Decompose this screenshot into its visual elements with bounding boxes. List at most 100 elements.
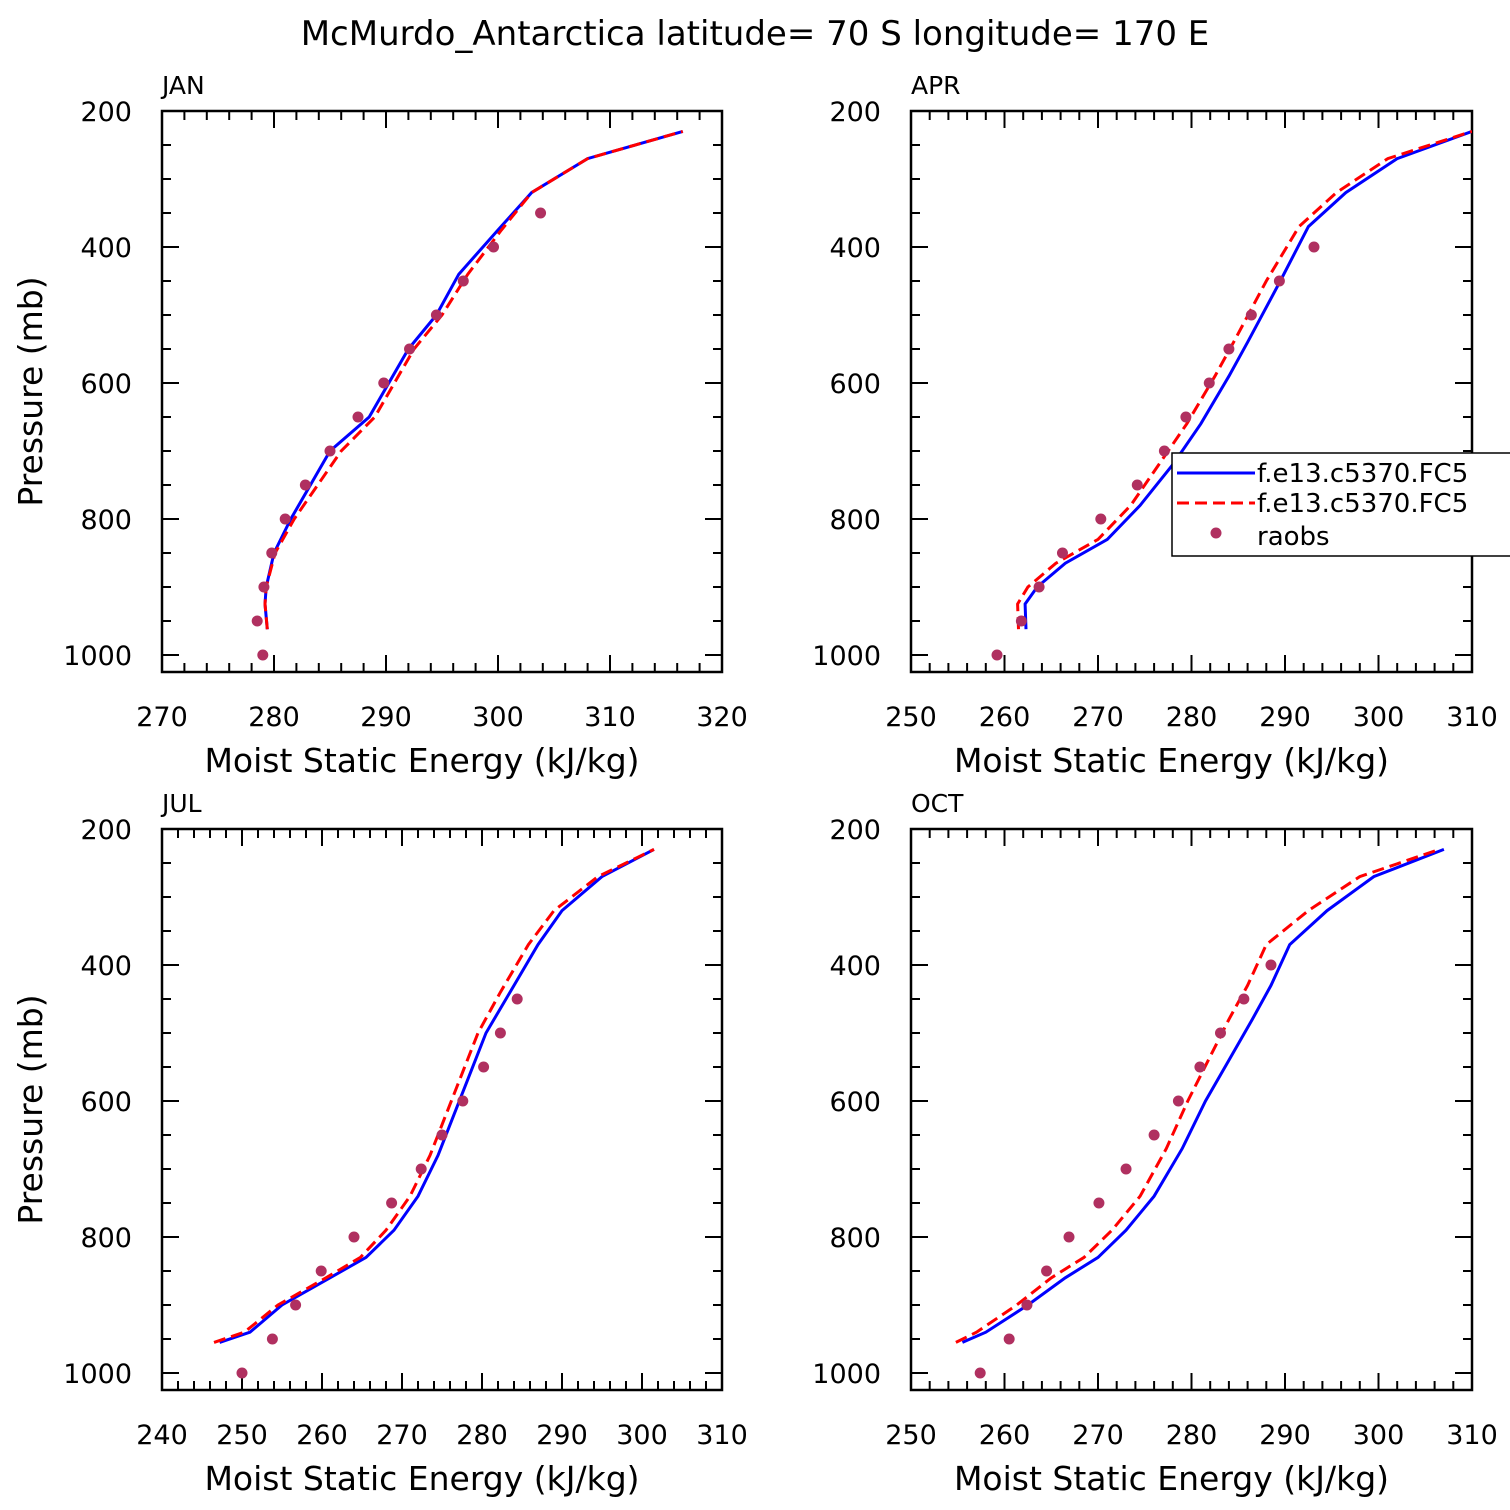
plot-frame (160, 827, 724, 1392)
x-tick-label: 250 (885, 702, 937, 733)
x-tick-label: 250 (885, 1420, 937, 1451)
raobs-point (352, 411, 364, 423)
x-axis-label: Moist Static Energy (kJ/kg) (204, 741, 639, 780)
y-tick-label: 400 (80, 233, 132, 264)
panel-apr: APR 250 260 270 280 290 300 310 200 400 600 800 1000… (812, 71, 1497, 780)
raobs-point (258, 581, 270, 593)
series-group (213, 848, 655, 1379)
y-tick-label: 1000 (63, 641, 132, 672)
raobs-point (266, 1333, 278, 1345)
legend-raobs-swatch (1210, 527, 1222, 539)
raobs-point (1003, 1333, 1015, 1345)
y-tick-label: 600 (829, 369, 881, 400)
raobs-point (1265, 959, 1277, 971)
raobs-point (1148, 1129, 1160, 1141)
raobs-point (1063, 1231, 1075, 1243)
raobs-point (1021, 1299, 1033, 1311)
raobs-point (457, 275, 469, 287)
raobs-point (488, 241, 500, 253)
model1-line (263, 129, 684, 630)
x-tick-label: 260 (979, 702, 1031, 733)
x-tick-label: 280 (248, 702, 300, 733)
plot-frame (909, 827, 1474, 1392)
y-axis-label: Pressure (mb) (11, 994, 50, 1224)
x-tick-label: 290 (1259, 702, 1311, 733)
x-tick-label: 270 (1072, 1420, 1124, 1451)
raobs-point (299, 479, 311, 491)
raobs-point (404, 343, 416, 355)
panel-title: OCT (911, 789, 964, 818)
raobs-point (535, 207, 547, 219)
model2-line (1016, 129, 1472, 630)
panel-jan: JAN 270 280 290 300 310 320 200 400 600 800 1000 Moi… (11, 71, 748, 780)
raobs-point (1273, 275, 1285, 287)
panel-title: JUL (160, 789, 202, 818)
x-axis-label: Moist Static Energy (kJ/kg) (204, 1459, 639, 1498)
y-tick-label: 200 (829, 815, 881, 846)
x-tick-label: 310 (584, 702, 636, 733)
x-tick-label: 240 (136, 1420, 188, 1451)
raobs-point (1245, 309, 1257, 321)
legend-entry-label: f.e13.c5370.FC5 (1257, 489, 1468, 519)
model2-line (263, 129, 684, 630)
raobs-point (494, 1027, 506, 1039)
series-group (251, 129, 684, 661)
x-tick-label: 250 (216, 1420, 268, 1451)
x-tick-label: 280 (456, 1420, 508, 1451)
raobs-point (430, 309, 442, 321)
plot-frame (909, 109, 1474, 674)
series-group (991, 129, 1472, 661)
x-axis-label: Moist Static Energy (kJ/kg) (954, 741, 1389, 780)
raobs-point (1120, 1163, 1132, 1175)
raobs-point (974, 1367, 986, 1379)
raobs-point (436, 1129, 448, 1141)
raobs-point (1131, 479, 1143, 491)
panels: JAN 270 280 290 300 310 320 200 400 600 800 1000 Moi… (11, 71, 1498, 1498)
y-tick-label: 800 (829, 505, 881, 536)
raobs-point (1223, 343, 1235, 355)
x-tick-label: 320 (696, 702, 748, 733)
raobs-point (415, 1163, 427, 1175)
raobs-point (991, 649, 1003, 661)
raobs-point (1095, 513, 1107, 525)
raobs-point (290, 1299, 302, 1311)
raobs-point (1238, 993, 1250, 1005)
x-tick-label: 260 (296, 1420, 348, 1451)
x-tick-label: 270 (1072, 702, 1124, 733)
raobs-point (1033, 581, 1045, 593)
x-tick-label: 260 (979, 1420, 1031, 1451)
x-tick-label: 310 (696, 1420, 748, 1451)
y-tick-label: 200 (80, 815, 132, 846)
y-tick-label: 1000 (812, 641, 881, 672)
legend-entry-label: raobs (1257, 522, 1330, 552)
x-tick-label: 290 (1259, 1420, 1311, 1451)
model1-line (961, 848, 1445, 1344)
y-tick-label: 400 (829, 233, 881, 264)
y-tick-label: 600 (829, 1087, 881, 1118)
figure-title: McMurdo_Antarctica latitude= 70 S longit… (301, 14, 1210, 54)
y-axis-label: Pressure (mb) (11, 276, 50, 506)
panel-oct: OCT 250 260 270 280 290 300 310 200 400 600 800 1000… (812, 789, 1497, 1498)
x-tick-label: 280 (1166, 702, 1218, 733)
raobs-point (236, 1367, 248, 1379)
raobs-point (251, 615, 263, 627)
raobs-point (478, 1061, 490, 1073)
y-tick-label: 600 (80, 369, 132, 400)
model1-line (219, 848, 655, 1344)
y-tick-label: 200 (80, 97, 132, 128)
y-tick-label: 200 (829, 97, 881, 128)
model1-line (1023, 129, 1472, 630)
raobs-point (378, 377, 390, 389)
x-tick-label: 300 (1353, 702, 1405, 733)
raobs-point (257, 649, 269, 661)
raobs-point (1308, 241, 1320, 253)
x-tick-label: 310 (1446, 702, 1498, 733)
model2-line (955, 847, 1440, 1344)
y-tick-label: 800 (80, 505, 132, 536)
x-tick-label: 270 (136, 702, 188, 733)
raobs-point (1056, 547, 1068, 559)
raobs-point (348, 1231, 360, 1243)
raobs-point (1180, 411, 1192, 423)
y-tick-label: 400 (80, 951, 132, 982)
